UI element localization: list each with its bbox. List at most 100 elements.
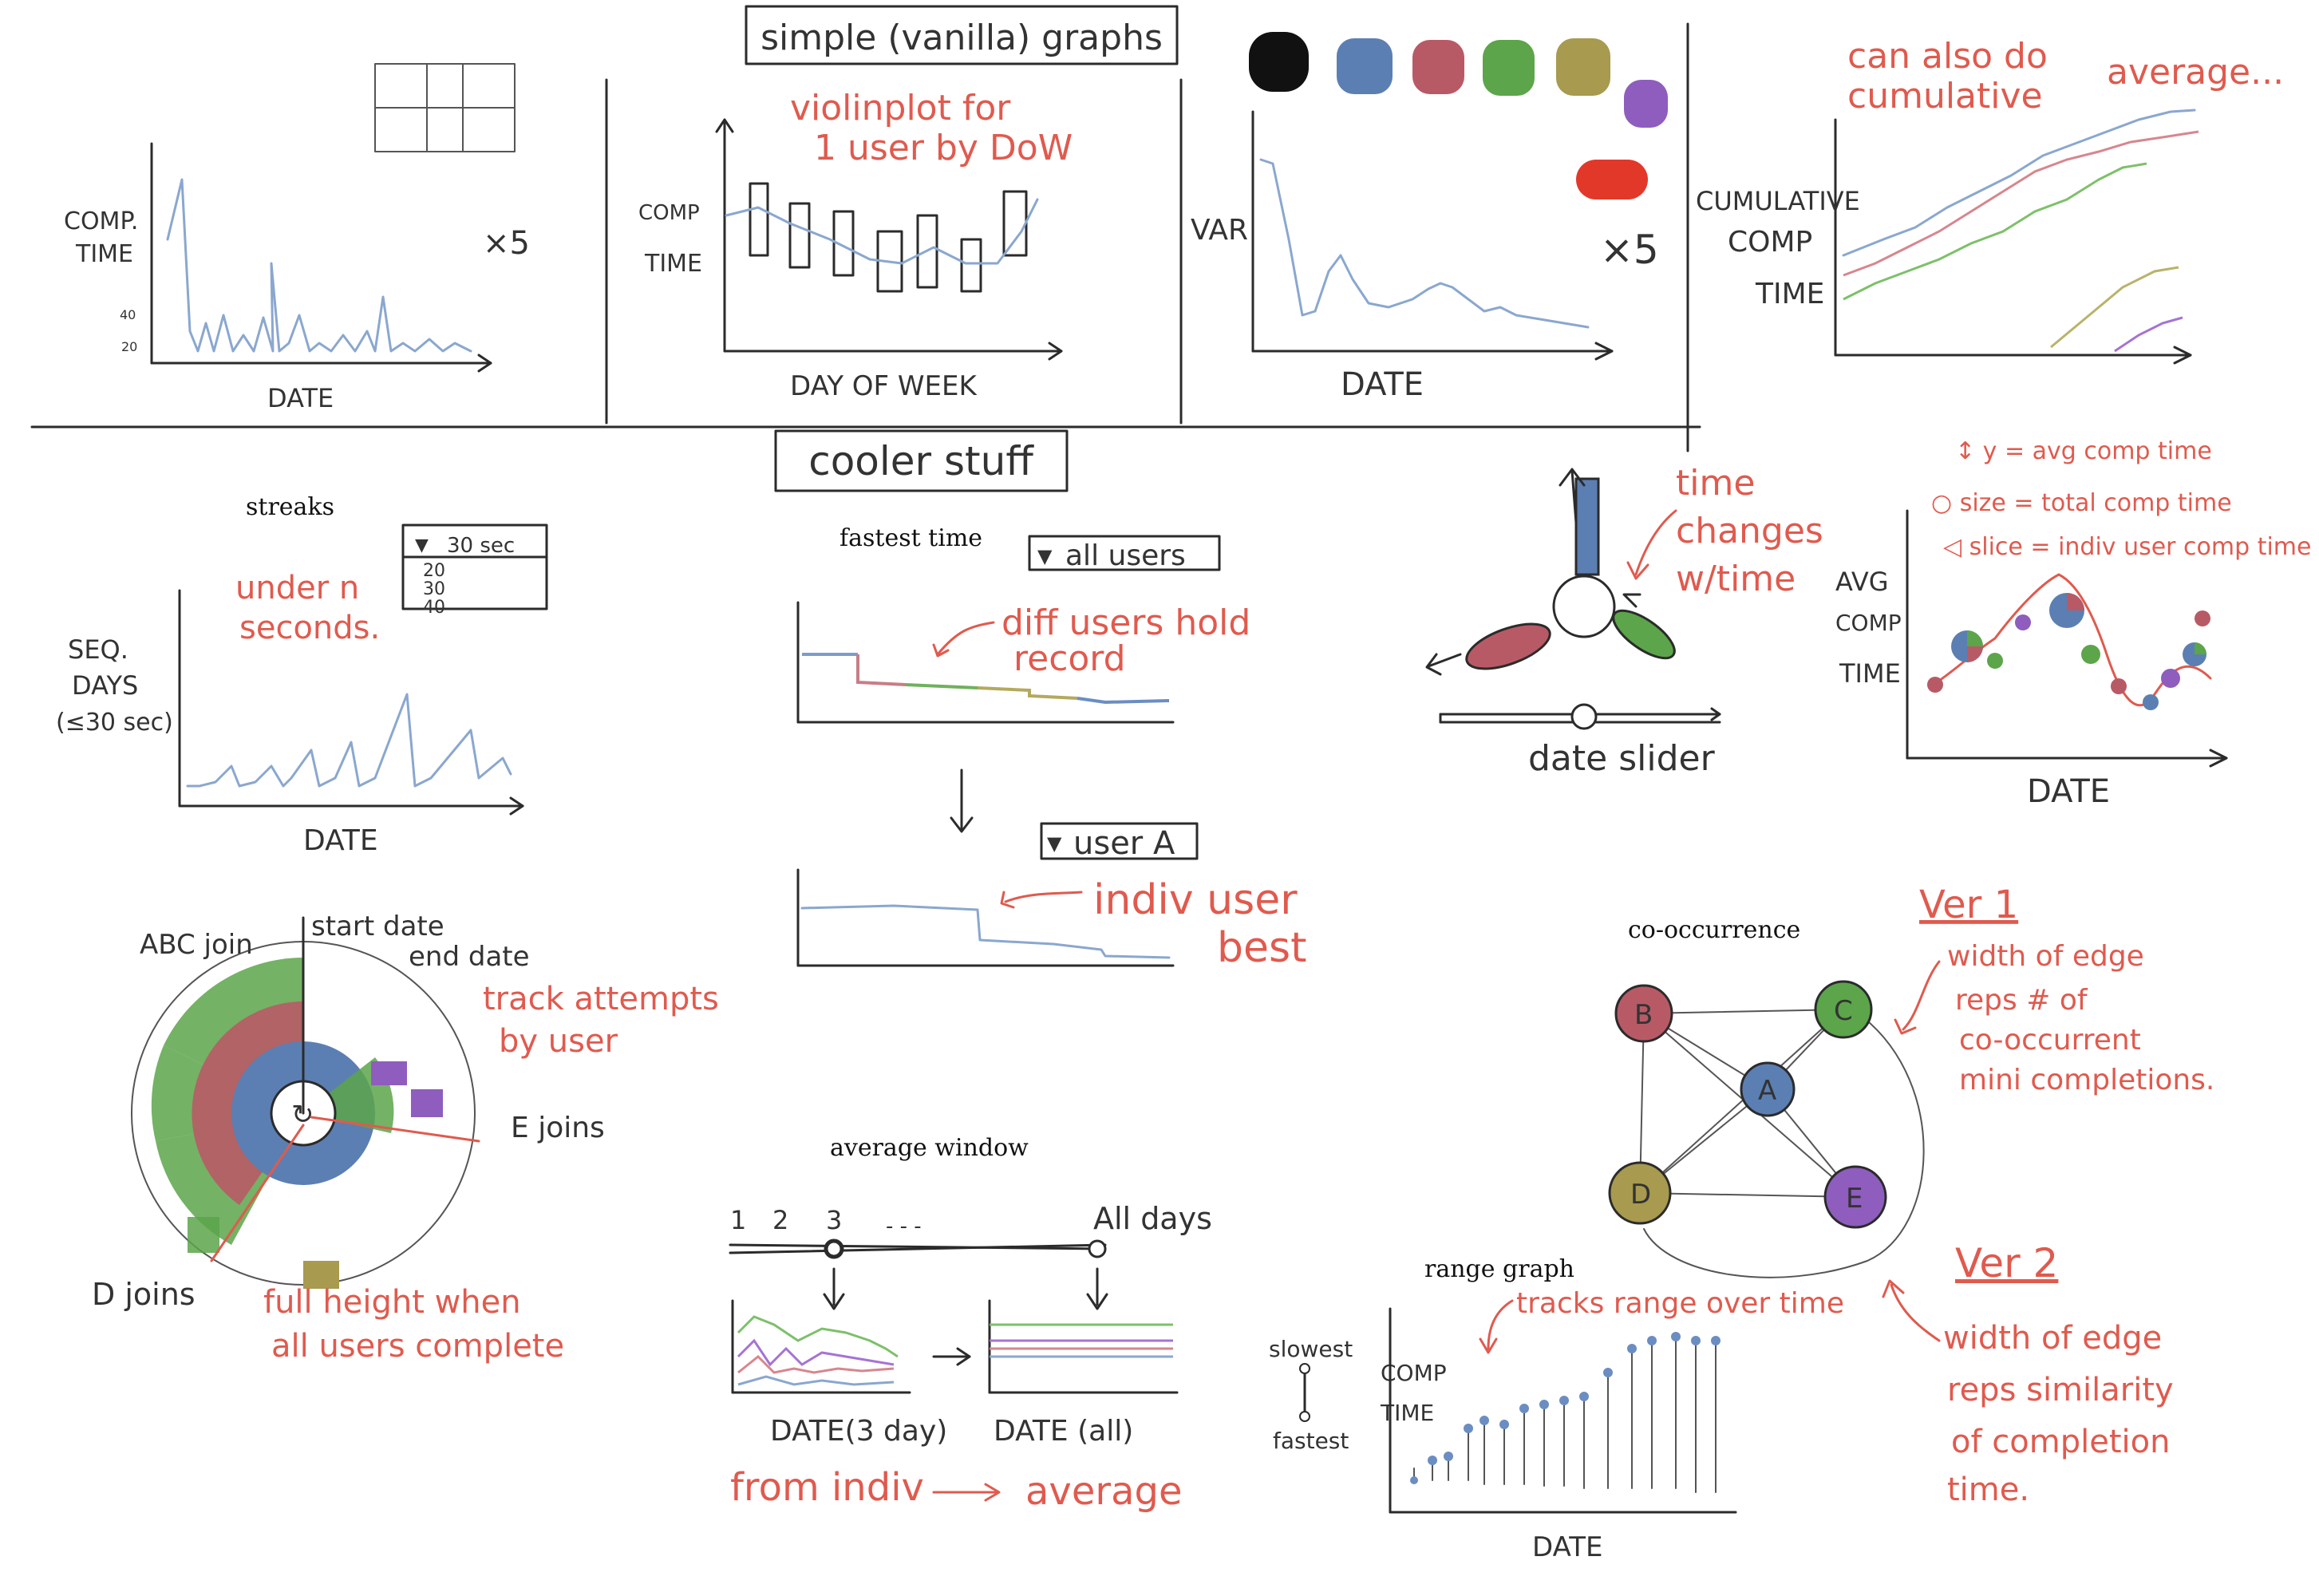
- date-slider[interactable]: [1439, 703, 1721, 730]
- node-e[interactable]: E: [1823, 1165, 1887, 1229]
- cumulative-ylabel-1: CUMULATIVE: [1696, 186, 1860, 216]
- streaks-dropdown[interactable]: ▼ 30 sec 20 30 40: [401, 523, 548, 618]
- pinwheel-blade-green: [1612, 609, 1676, 660]
- fastest-note-4: best: [1217, 924, 1306, 972]
- streaks-line: [186, 693, 512, 788]
- window-slider-handle[interactable]: [824, 1238, 844, 1259]
- violin-ylabel-1: COMP: [638, 201, 700, 225]
- node-d-label: D: [1630, 1179, 1651, 1211]
- panel-streaks: streaks ▼ 30 sec 20 30 40 under n second…: [56, 493, 548, 857]
- window-tick-ellipsis: - - -: [886, 1215, 922, 1238]
- radial-label-abc: ABC join: [140, 929, 253, 961]
- streaks-xlabel: DATE: [303, 824, 378, 857]
- node-b[interactable]: B: [1614, 984, 1673, 1043]
- window-xlabel-left: DATE(3 day): [770, 1415, 947, 1448]
- fastest-note-1: diff users hold: [1001, 602, 1250, 643]
- co-occurrence-edges: [1639, 1009, 1925, 1278]
- pie-marker: [2195, 610, 2210, 626]
- streaks-option-20[interactable]: 20: [423, 561, 445, 581]
- pie-marker: [1927, 677, 1943, 693]
- fastest-all-users-dropdown[interactable]: ▼ all users: [1028, 535, 1221, 572]
- violin-xlabel: DAY OF WEEK: [790, 370, 978, 402]
- node-d[interactable]: D: [1608, 1161, 1672, 1225]
- ver1-note-1: width of edge: [1947, 940, 2144, 973]
- var-xlabel: DATE: [1341, 366, 1424, 403]
- window-red-line: [737, 1354, 895, 1374]
- ver2-title: Ver 2: [1955, 1240, 2058, 1286]
- comp-time-xlabel: DATE: [267, 383, 334, 413]
- chevron-down-icon: ▼: [1037, 545, 1053, 567]
- swatch-red-brown: [1412, 40, 1464, 94]
- fastest-dropdown-user-label: user A: [1073, 825, 1175, 862]
- window-slider-end[interactable]: [1088, 1239, 1107, 1258]
- sector-purple-2: [411, 1089, 443, 1117]
- ver2-note-2: reps similarity: [1947, 1372, 2174, 1408]
- panel-fastest-time: fastest time ▼ all users diff users hold…: [796, 524, 1306, 972]
- range-ylabel-2: TIME: [1380, 1400, 1434, 1426]
- violin-ylabel-2: TIME: [644, 250, 702, 278]
- pie-marker: [1987, 653, 2003, 669]
- radial-label-d: D joins: [92, 1277, 196, 1312]
- panel-violin: violinplot for 1 user by DoW COMP TIME D…: [638, 88, 1073, 402]
- ver1-note-2: reps # of: [1955, 984, 2088, 1017]
- pinwheel-note-3: w/time: [1676, 559, 1796, 599]
- date-slider-handle[interactable]: [1570, 703, 1598, 730]
- streaks-option-40[interactable]: 40: [423, 598, 445, 618]
- window-all-days: All days: [1093, 1201, 1212, 1236]
- radial-label-end: end date: [409, 941, 530, 973]
- record-segment-olive: [977, 686, 1078, 700]
- fastest-user-a-dropdown[interactable]: ▼ user A: [1040, 822, 1199, 862]
- pinwheel-hub: [1552, 575, 1616, 638]
- radial-label-start: start date: [311, 911, 444, 942]
- section-title-top-text: simple (vanilla) graphs: [760, 18, 1163, 58]
- e-joins-line: [310, 1116, 480, 1143]
- streaks-ylabel-2: DAYS: [72, 670, 138, 701]
- violin-mean-line: [725, 198, 1039, 265]
- panel-pie-scatter: ↕ y = avg comp time ○ size = total comp …: [1835, 437, 2311, 810]
- section-title-bottom-text: cooler stuff: [808, 438, 1034, 484]
- violin-note-2: 1 user by DoW: [814, 128, 1073, 168]
- swatch-blue: [1337, 38, 1393, 94]
- pie-legend-1: ↕ y = avg comp time: [1955, 437, 2212, 465]
- panel-var: VAR DATE ×5: [1191, 32, 1668, 403]
- node-a-label: A: [1758, 1075, 1776, 1107]
- window-blue-line: [737, 1375, 895, 1386]
- comp-time-tick-20: 20: [121, 339, 137, 354]
- chevron-down-icon: ▼: [1047, 832, 1062, 855]
- fastest-dropdown-all-label: all users: [1065, 539, 1186, 572]
- pie-marker: [2081, 645, 2100, 664]
- ver2-note-4: time.: [1947, 1472, 2029, 1508]
- cumulative-olive-line: [2050, 266, 2179, 349]
- record-segment-blue-2: [1077, 697, 1170, 705]
- panel-co-occurrence: co-occurrence B C A D: [1608, 883, 2214, 1508]
- node-a[interactable]: A: [1740, 1061, 1796, 1117]
- record-segment-red: [856, 654, 907, 686]
- node-c-label: C: [1834, 995, 1853, 1027]
- average-window-title: average window: [830, 1134, 1029, 1162]
- ver1-note-3: co-occurrent: [1959, 1024, 2141, 1057]
- cumulative-purple-line: [2114, 316, 2183, 353]
- radial-label-e: E joins: [511, 1112, 605, 1144]
- streaks-ylabel-1: SEQ.: [68, 634, 128, 665]
- window-tick-2: 2: [772, 1205, 788, 1235]
- window-tick-3: 3: [826, 1205, 842, 1235]
- node-b-label: B: [1634, 999, 1653, 1031]
- radial-note-4: all users complete: [271, 1328, 564, 1365]
- pinwheel-blade-blue: [1574, 477, 1600, 576]
- window-slider[interactable]: [729, 1238, 1107, 1259]
- streaks-title: streaks: [246, 493, 334, 521]
- cumulative-ylabel-2: COMP: [1728, 226, 1812, 259]
- panel-cumulative: can also do cumulative average... CUMULA…: [1696, 36, 2284, 365]
- swatch-olive: [1556, 38, 1610, 96]
- streaks-option-30[interactable]: 30: [423, 579, 445, 599]
- comp-time-multiplier: ×5: [483, 225, 530, 262]
- streaks-note-2: seconds.: [239, 610, 380, 646]
- node-c[interactable]: C: [1814, 980, 1873, 1039]
- pie-marker: [2161, 669, 2180, 688]
- cumulative-blue-line: [1842, 109, 2196, 257]
- ver2-note-1: width of edge: [1943, 1320, 2162, 1357]
- window-purple-line: [737, 1338, 895, 1367]
- cumulative-note-2: cumulative: [1847, 76, 2043, 117]
- cumulative-ylabel-3: TIME: [1755, 278, 1824, 310]
